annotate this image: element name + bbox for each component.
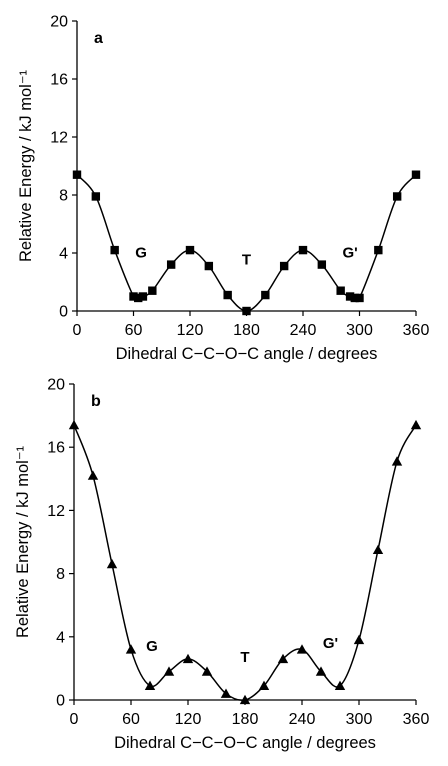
data-point-square	[412, 171, 420, 179]
y-tick-label: 8	[56, 566, 65, 583]
y-axis-title: Relative Energy / kJ mol⁻¹	[14, 445, 32, 638]
x-tick-label: 240	[289, 711, 316, 728]
data-point-triangle	[88, 470, 98, 479]
x-tick-label: 300	[346, 711, 373, 728]
y-tick-label: 4	[56, 629, 65, 646]
data-point-square	[393, 192, 401, 200]
data-point-square	[92, 192, 100, 200]
panel-label: a	[94, 30, 103, 47]
conformer-label: G	[135, 244, 147, 261]
conformer-label: T	[242, 252, 251, 269]
x-tick-label: 360	[403, 711, 430, 728]
y-tick-label: 20	[50, 14, 68, 31]
y-tick-label: 16	[47, 440, 65, 457]
data-point-square	[374, 246, 382, 254]
data-point-square	[223, 291, 231, 299]
data-point-square	[242, 307, 250, 315]
x-tick-label: 120	[175, 711, 202, 728]
x-axis-title: Dihedral C−C−O−C angle / degrees	[114, 734, 376, 752]
energy-curve	[77, 175, 416, 311]
data-point-triangle	[354, 635, 364, 644]
data-point-square	[139, 292, 147, 300]
y-axis-title: Relative Energy / kJ mol⁻¹	[17, 69, 35, 262]
data-point-square	[186, 246, 194, 254]
data-point-triangle	[392, 456, 402, 465]
y-tick-label: 12	[50, 130, 68, 147]
y-tick-label: 4	[59, 246, 68, 263]
data-point-triangle	[411, 420, 421, 429]
x-tick-label: 120	[177, 322, 204, 339]
data-point-triangle	[373, 545, 383, 554]
data-point-square	[205, 262, 213, 270]
x-tick-label: 60	[125, 322, 143, 339]
data-point-triangle	[107, 559, 117, 568]
x-tick-label: 300	[346, 322, 373, 339]
data-point-square	[261, 291, 269, 299]
x-tick-label: 0	[70, 711, 79, 728]
y-tick-label: 20	[47, 377, 65, 394]
panel-label: b	[91, 393, 101, 410]
data-point-square	[318, 260, 326, 268]
x-tick-label: 60	[122, 711, 140, 728]
data-point-square	[355, 294, 363, 302]
conformer-label: T	[240, 649, 249, 666]
data-point-square	[73, 171, 81, 179]
x-tick-label: 0	[73, 322, 82, 339]
conformer-label: G'	[323, 635, 338, 652]
data-point-square	[299, 246, 307, 254]
x-axis-title: Dihedral C−C−O−C angle / degrees	[116, 345, 378, 363]
y-tick-label: 12	[47, 503, 65, 520]
data-point-square	[167, 260, 175, 268]
y-tick-label: 0	[56, 693, 65, 710]
x-tick-label: 180	[232, 711, 259, 728]
data-point-square	[280, 262, 288, 270]
y-tick-label: 0	[59, 304, 68, 321]
chart-panel-a: 0 4 8 12 16 20 0 60 120 180 240 300 360 Dihedral C−C−…	[17, 14, 429, 364]
conformer-label: G	[146, 638, 158, 655]
data-point-triangle	[69, 420, 79, 429]
data-point-triangle	[126, 644, 136, 653]
data-point-triangle	[183, 654, 193, 663]
x-tick-label: 180	[233, 322, 260, 339]
data-point-square	[110, 246, 118, 254]
conformer-label: G'	[342, 244, 357, 261]
y-tick-label: 8	[59, 188, 68, 205]
data-point-square	[336, 287, 344, 295]
x-tick-label: 240	[290, 322, 317, 339]
x-tick-label: 360	[403, 322, 430, 339]
chart-panel-b: 0 4 8 12 16 20 0 60 120 180 240 300 360 Dihedral C−C−…	[14, 377, 429, 753]
y-tick-label: 16	[50, 72, 68, 89]
data-point-square	[148, 287, 156, 295]
